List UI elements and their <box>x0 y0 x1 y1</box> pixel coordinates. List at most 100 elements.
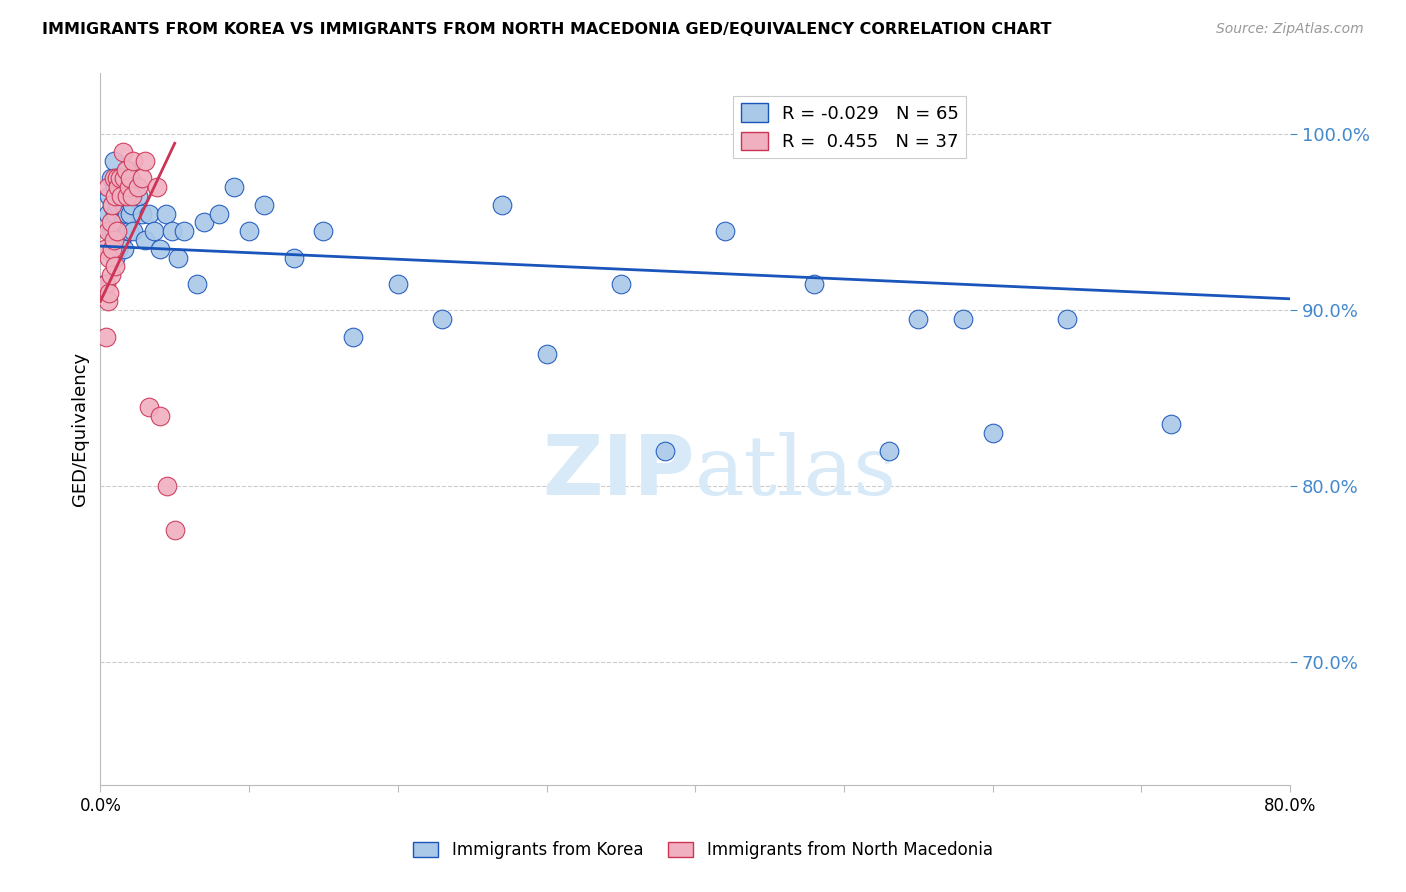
Point <box>98 251 121 265</box>
Point <box>131 206 153 220</box>
Point <box>96 277 118 291</box>
Point <box>127 189 149 203</box>
Point <box>1056 312 1078 326</box>
Point <box>117 224 139 238</box>
Point <box>111 215 134 229</box>
Point <box>342 329 364 343</box>
Point <box>981 426 1004 441</box>
Point <box>173 224 195 238</box>
Point <box>97 206 120 220</box>
Point <box>105 171 128 186</box>
Point <box>131 171 153 186</box>
Point <box>127 180 149 194</box>
Point <box>111 171 134 186</box>
Point <box>654 443 676 458</box>
Point <box>101 198 124 212</box>
Point <box>877 443 900 458</box>
Point <box>107 242 129 256</box>
Point <box>121 189 143 203</box>
Point <box>238 224 260 238</box>
Point <box>110 189 132 203</box>
Text: atlas: atlas <box>695 432 897 512</box>
Point <box>101 198 124 212</box>
Text: Source: ZipAtlas.com: Source: ZipAtlas.com <box>1216 22 1364 37</box>
Point <box>98 285 121 300</box>
Point <box>138 206 160 220</box>
Point <box>115 189 138 203</box>
Point <box>100 171 122 186</box>
Point <box>283 251 305 265</box>
Point <box>104 251 127 265</box>
Point <box>536 347 558 361</box>
Point <box>149 242 172 256</box>
Point <box>122 224 145 238</box>
Point <box>115 162 138 177</box>
Point <box>166 251 188 265</box>
Point <box>112 242 135 256</box>
Point <box>714 224 737 238</box>
Point <box>105 224 128 238</box>
Point <box>97 224 120 238</box>
Point <box>186 277 208 291</box>
Point <box>103 171 125 186</box>
Point <box>155 206 177 220</box>
Point <box>111 145 134 159</box>
Point <box>110 189 132 203</box>
Point <box>108 224 131 238</box>
Point <box>312 224 335 238</box>
Point <box>105 171 128 186</box>
Point <box>103 224 125 238</box>
Point <box>105 224 128 238</box>
Point <box>146 180 169 194</box>
Point <box>112 171 135 186</box>
Point <box>120 171 142 186</box>
Point <box>94 277 117 291</box>
Point <box>193 215 215 229</box>
Point <box>122 153 145 168</box>
Text: IMMIGRANTS FROM KOREA VS IMMIGRANTS FROM NORTH MACEDONIA GED/EQUIVALENCY CORRELA: IMMIGRANTS FROM KOREA VS IMMIGRANTS FROM… <box>42 22 1052 37</box>
Point <box>100 215 122 229</box>
Point <box>103 233 125 247</box>
Point <box>114 189 136 203</box>
Point <box>160 224 183 238</box>
Legend: Immigrants from Korea, Immigrants from North Macedonia: Immigrants from Korea, Immigrants from N… <box>406 835 1000 866</box>
Point <box>104 189 127 203</box>
Point <box>134 233 156 247</box>
Point <box>138 400 160 414</box>
Point <box>110 233 132 247</box>
Point <box>108 171 131 186</box>
Point <box>224 180 246 194</box>
Y-axis label: GED/Equivalency: GED/Equivalency <box>72 351 89 506</box>
Point <box>149 409 172 423</box>
Point <box>115 206 138 220</box>
Point <box>98 189 121 203</box>
Point <box>104 180 127 194</box>
Point <box>107 180 129 194</box>
Point <box>103 153 125 168</box>
Point <box>97 180 120 194</box>
Point <box>610 277 633 291</box>
Point <box>114 162 136 177</box>
Point <box>208 206 231 220</box>
Point <box>108 171 131 186</box>
Point <box>101 242 124 256</box>
Point <box>94 242 117 256</box>
Point <box>387 277 409 291</box>
Point <box>134 153 156 168</box>
Point <box>121 198 143 212</box>
Point <box>952 312 974 326</box>
Point <box>803 277 825 291</box>
Point <box>120 171 142 186</box>
Point <box>156 479 179 493</box>
Point <box>253 198 276 212</box>
Point <box>491 198 513 212</box>
Point <box>104 260 127 274</box>
Point <box>104 206 127 220</box>
Point <box>163 523 186 537</box>
Point <box>1160 417 1182 432</box>
Point <box>117 180 139 194</box>
Point <box>907 312 929 326</box>
Point <box>120 206 142 220</box>
Legend: R = -0.029   N = 65, R =  0.455   N = 37: R = -0.029 N = 65, R = 0.455 N = 37 <box>734 96 966 159</box>
Point <box>97 294 120 309</box>
